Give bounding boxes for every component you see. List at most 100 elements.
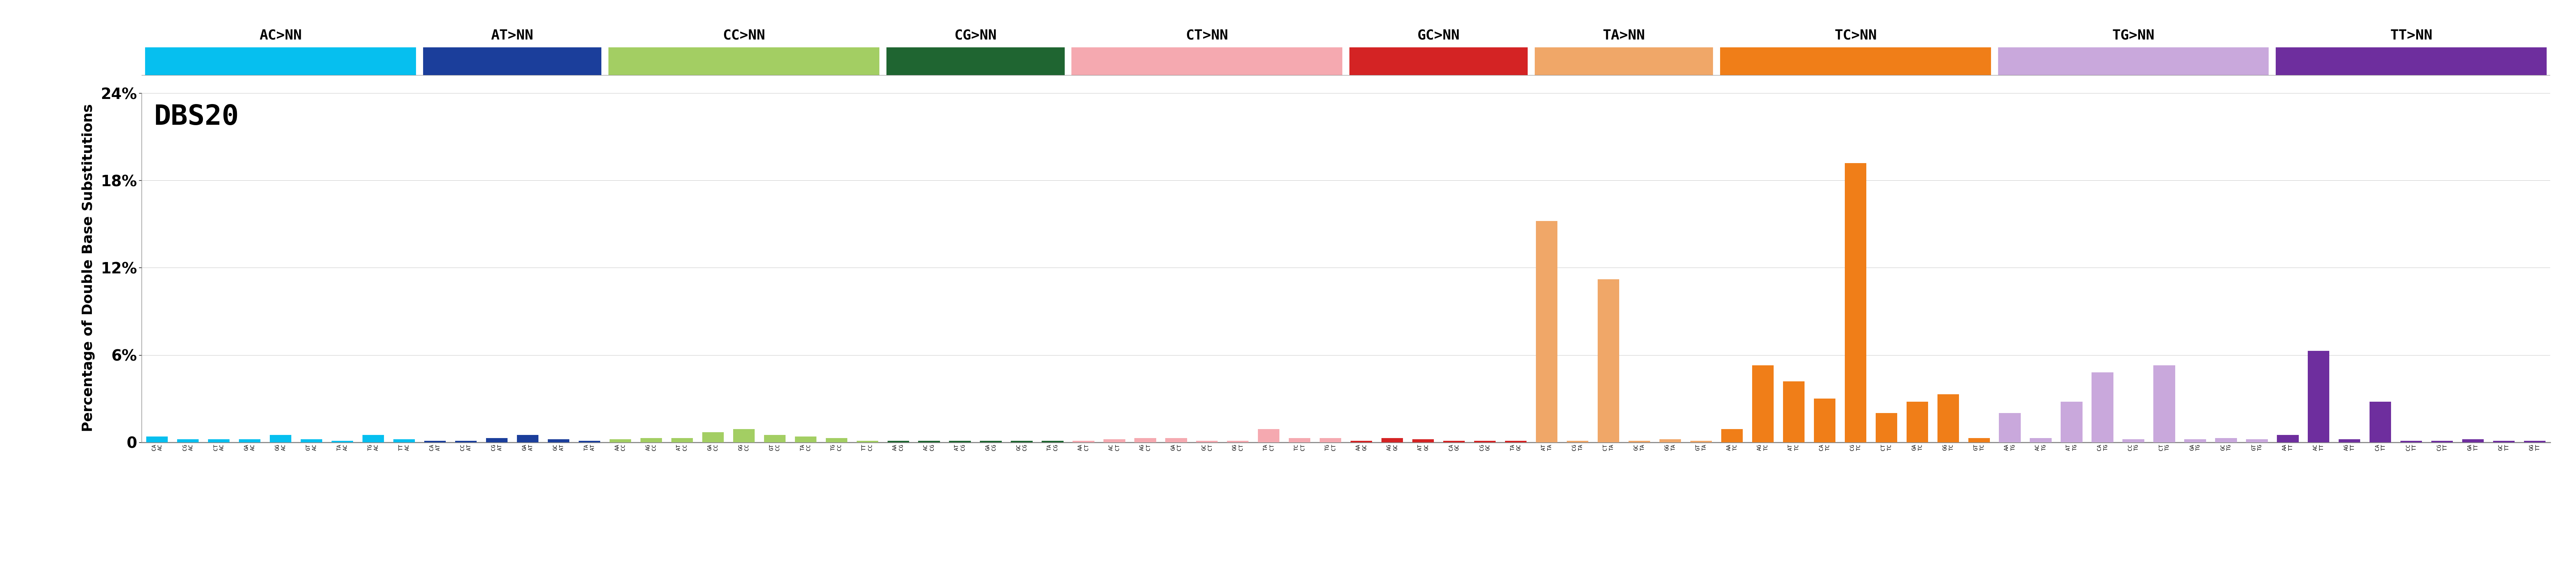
Text: TT>NN: TT>NN xyxy=(2391,29,2432,42)
Bar xyxy=(178,439,198,442)
Bar xyxy=(796,436,817,442)
Bar xyxy=(703,432,724,442)
Bar xyxy=(1721,430,1744,442)
Text: TC>NN: TC>NN xyxy=(1834,29,1878,42)
Bar xyxy=(2339,439,2360,442)
Bar xyxy=(1566,441,1589,442)
Bar xyxy=(332,441,353,442)
Bar xyxy=(2215,438,2236,442)
Text: AT>NN: AT>NN xyxy=(492,29,533,42)
Bar xyxy=(144,47,417,76)
Bar xyxy=(1041,441,1064,442)
Bar xyxy=(1844,163,1865,442)
Bar xyxy=(886,47,1064,76)
Bar xyxy=(734,430,755,442)
Bar xyxy=(422,47,603,76)
Text: CT>NN: CT>NN xyxy=(1185,29,1229,42)
Bar xyxy=(1288,438,1311,442)
Bar xyxy=(2432,441,2452,442)
Bar xyxy=(886,441,909,442)
Bar xyxy=(672,438,693,442)
Bar xyxy=(518,435,538,442)
Bar xyxy=(2370,402,2391,442)
Bar xyxy=(858,441,878,442)
Bar xyxy=(1690,441,1713,442)
Bar xyxy=(1504,441,1528,442)
Bar xyxy=(611,439,631,442)
Bar xyxy=(1319,438,1342,442)
Bar xyxy=(979,441,1002,442)
Text: DBS20: DBS20 xyxy=(155,104,240,130)
Bar xyxy=(1659,439,1682,442)
Bar xyxy=(240,439,260,442)
Bar xyxy=(2061,402,2081,442)
Bar xyxy=(1350,47,1528,76)
Text: AC>NN: AC>NN xyxy=(260,29,301,42)
Bar xyxy=(456,441,477,442)
Bar xyxy=(827,438,848,442)
Bar xyxy=(2030,438,2050,442)
Bar xyxy=(1597,279,1620,442)
Bar xyxy=(1257,430,1280,442)
Bar xyxy=(2123,439,2143,442)
Bar xyxy=(2246,439,2267,442)
Bar xyxy=(1906,402,1927,442)
Bar xyxy=(425,441,446,442)
Bar xyxy=(1535,221,1558,442)
Bar xyxy=(765,435,786,442)
Bar xyxy=(209,439,229,442)
Bar xyxy=(1350,441,1373,442)
Bar xyxy=(948,441,971,442)
Bar xyxy=(1072,441,1095,442)
Bar xyxy=(1010,441,1033,442)
Bar xyxy=(1721,47,1991,76)
Bar xyxy=(2524,441,2545,442)
Bar xyxy=(1103,439,1126,442)
Bar xyxy=(1628,441,1651,442)
Bar xyxy=(641,438,662,442)
Bar xyxy=(394,439,415,442)
Bar xyxy=(1412,439,1435,442)
Bar xyxy=(2401,441,2421,442)
Bar xyxy=(487,438,507,442)
Bar xyxy=(1535,47,1713,76)
Bar xyxy=(1195,441,1218,442)
Bar xyxy=(580,441,600,442)
Bar xyxy=(1164,438,1188,442)
Bar xyxy=(1968,438,1989,442)
Bar xyxy=(1999,413,2020,442)
Text: TG>NN: TG>NN xyxy=(2112,29,2154,42)
Bar xyxy=(1072,47,1342,76)
Bar xyxy=(2092,372,2112,442)
Bar xyxy=(147,436,167,442)
Bar xyxy=(2275,47,2548,76)
Bar xyxy=(1783,381,1806,442)
Bar xyxy=(2463,439,2483,442)
Text: GC>NN: GC>NN xyxy=(1417,29,1461,42)
Bar xyxy=(1443,441,1466,442)
Bar xyxy=(2494,441,2514,442)
Bar xyxy=(1381,438,1404,442)
Text: CC>NN: CC>NN xyxy=(721,29,765,42)
Bar xyxy=(1752,365,1775,442)
Bar xyxy=(1937,395,1958,442)
Bar xyxy=(549,439,569,442)
Bar xyxy=(1996,47,2269,76)
Bar xyxy=(1133,438,1157,442)
Bar xyxy=(1814,399,1834,442)
Bar xyxy=(917,441,940,442)
Bar xyxy=(2184,439,2205,442)
Bar xyxy=(2154,365,2174,442)
Y-axis label: Percentage of Double Base Substitutions: Percentage of Double Base Substitutions xyxy=(82,104,95,432)
Text: CG>NN: CG>NN xyxy=(953,29,997,42)
Bar xyxy=(2308,350,2329,442)
Bar xyxy=(301,439,322,442)
Bar xyxy=(1473,441,1497,442)
Bar xyxy=(608,47,878,76)
Bar xyxy=(363,435,384,442)
Bar xyxy=(1875,413,1896,442)
Bar xyxy=(1226,441,1249,442)
Text: TA>NN: TA>NN xyxy=(1602,29,1646,42)
Bar xyxy=(270,435,291,442)
Bar xyxy=(2277,435,2298,442)
